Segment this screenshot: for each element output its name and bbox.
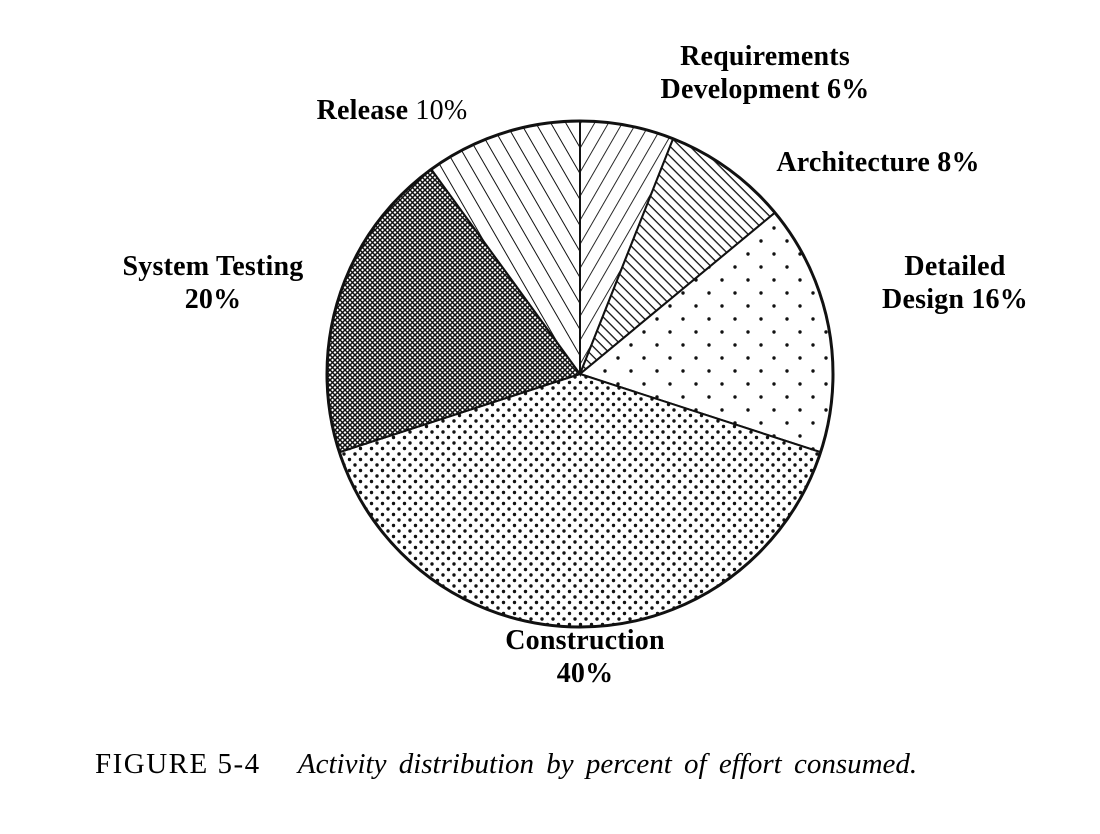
label-requirements-line2: Development 6% xyxy=(660,74,870,106)
label-construction-line1: Construction xyxy=(505,625,665,656)
label-system-line2: 20% xyxy=(184,284,242,316)
label-architecture-text: Architecture 8% xyxy=(776,147,980,178)
figure-caption: FIGURE 5-4 Activity distribution by perc… xyxy=(95,748,1055,781)
label-release-name: Release xyxy=(316,95,409,126)
label-detailed-design: Detailed Design 16% xyxy=(853,250,1057,316)
label-detailed-line2: Design 16% xyxy=(882,284,1028,316)
label-release-value: 10% xyxy=(415,95,468,126)
pie-slices-group xyxy=(325,119,835,629)
label-construction: Construction 40% xyxy=(455,624,715,690)
label-architecture: Architecture 8% xyxy=(726,146,1030,179)
figure-number: FIGURE 5-4 xyxy=(95,748,261,780)
label-system-line1: System Testing xyxy=(122,251,304,282)
pie-outline xyxy=(325,119,835,629)
label-detailed-line1: Detailed xyxy=(904,251,1006,282)
figure-caption-text: Activity distribution by percent of effo… xyxy=(297,748,918,780)
label-construction-line2: 40% xyxy=(556,658,614,690)
label-release: Release 10% xyxy=(272,94,512,127)
label-system-testing: System Testing 20% xyxy=(85,250,341,316)
label-requirements-line1: Requirements xyxy=(680,41,850,72)
label-requirements-development: Requirements Development 6% xyxy=(600,40,930,106)
